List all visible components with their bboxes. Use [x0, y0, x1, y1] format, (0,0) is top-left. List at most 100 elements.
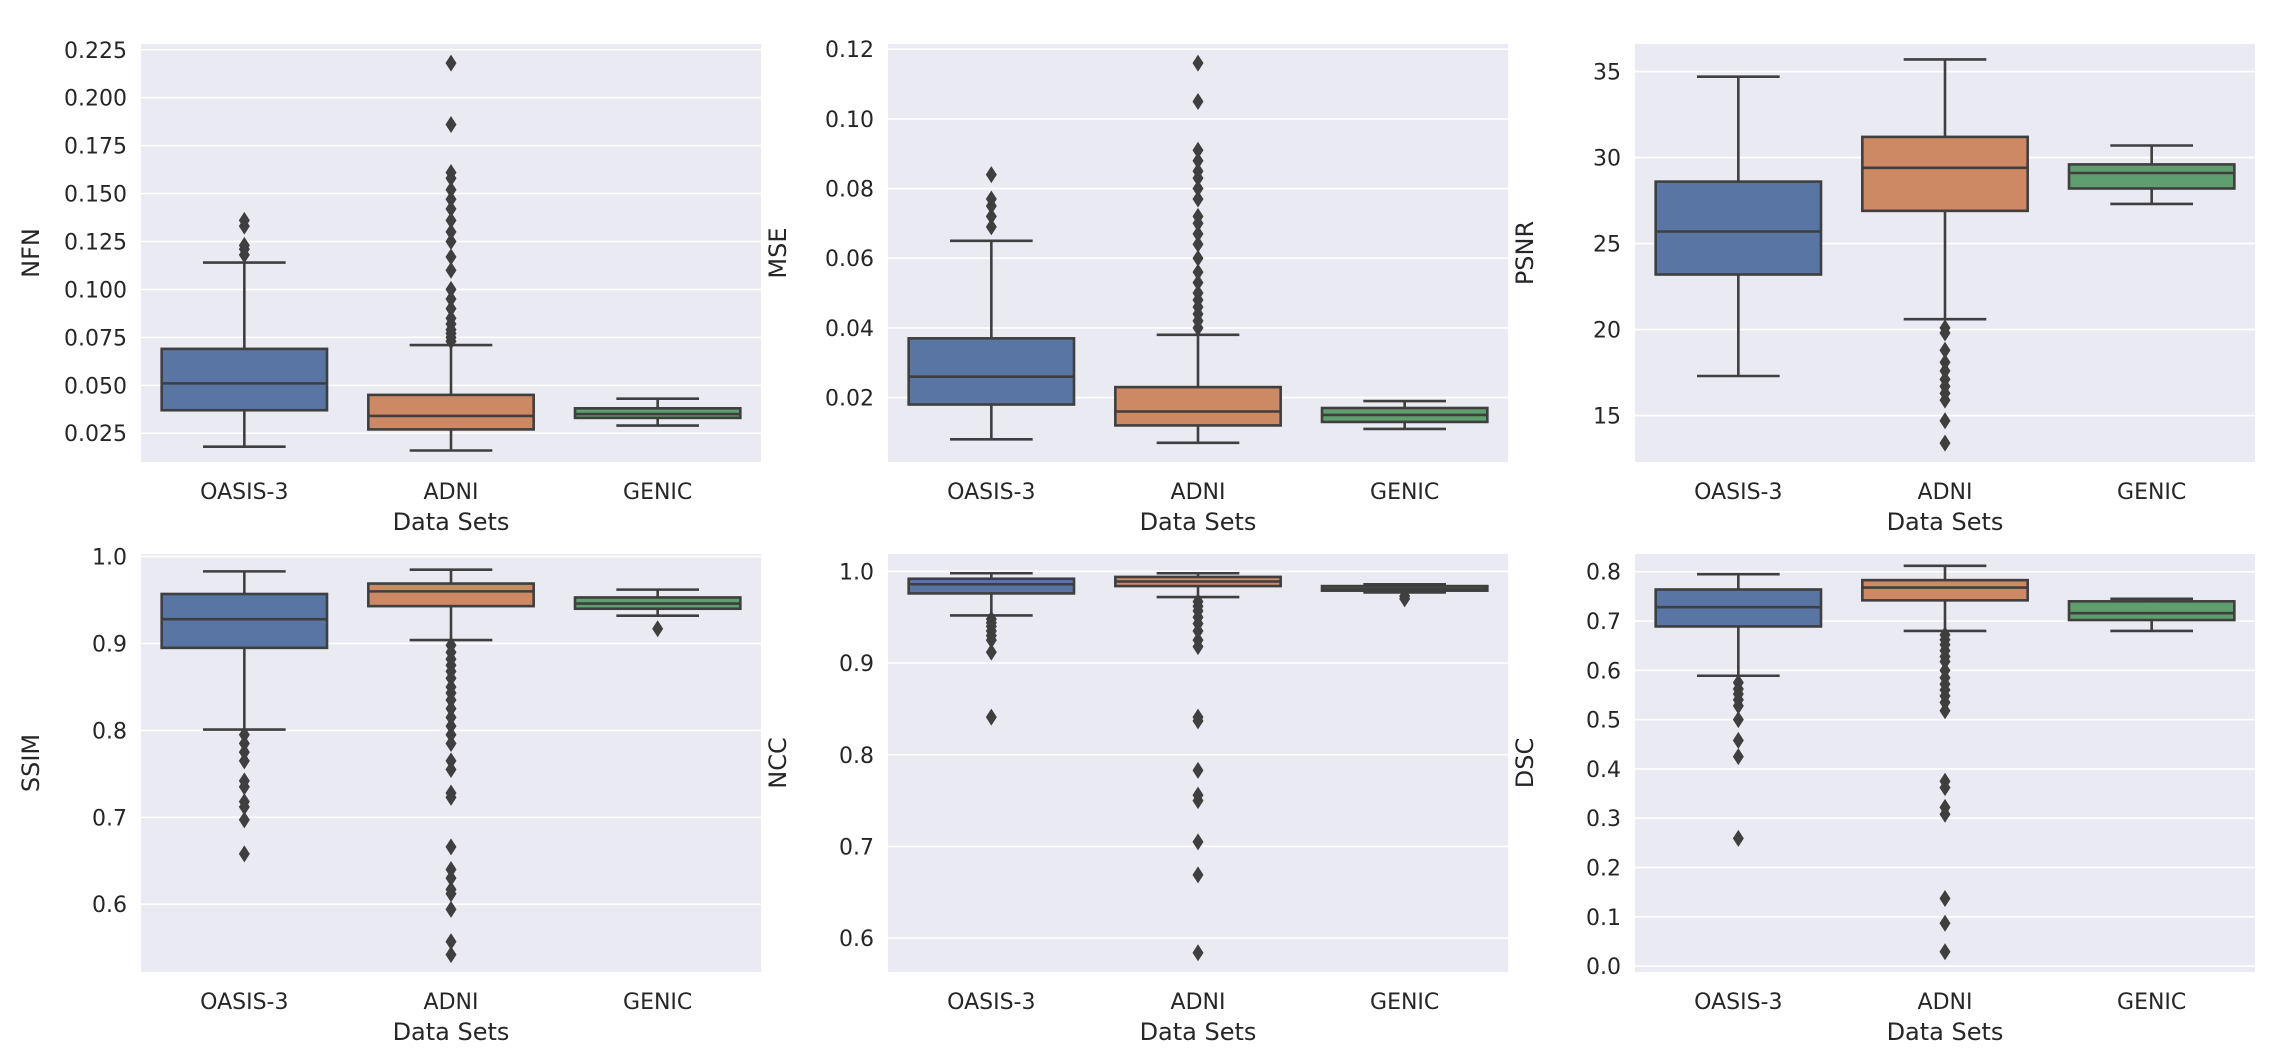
x-tick-label: ADNI: [1918, 480, 1973, 505]
y-tick-label: 0.4: [1586, 758, 1621, 783]
y-tick-label: 0.10: [825, 108, 874, 133]
x-tick-label: GENIC: [1370, 480, 1439, 505]
outlier-point: [238, 743, 250, 761]
y-tick-label: 20: [1593, 319, 1621, 344]
outlier-point: [1192, 274, 1204, 292]
outlier-point: [985, 218, 997, 236]
x-tick-label: OASIS-3: [200, 990, 288, 1015]
x-tick-labels: OASIS-3 ADNI GENIC: [200, 990, 692, 1015]
y-tick-label: 0.9: [92, 633, 127, 658]
y-tick-label: 0.8: [1586, 561, 1621, 586]
y-tick-label: 0.8: [839, 744, 874, 769]
y-tick-label: 0.7: [1586, 610, 1621, 635]
box-oasis-3: [1654, 572, 1823, 847]
y-tick-label: 0.225: [64, 39, 127, 64]
outlier-point: [1192, 944, 1204, 962]
outlier-point: [445, 261, 457, 279]
x-tick-label: GENIC: [1370, 990, 1439, 1015]
outlier-point: [1192, 180, 1204, 198]
outlier-point: [1192, 190, 1204, 208]
x-tick-label: OASIS-3: [1694, 990, 1782, 1015]
outlier-point: [445, 116, 457, 134]
iqr-box: [1114, 385, 1282, 427]
box-oasis-3: [160, 570, 329, 863]
boxes-layer: [1654, 564, 2236, 961]
y-tick-label: 1.0: [92, 546, 127, 571]
y-tick-label: 0.08: [825, 178, 874, 203]
x-tick-label: ADNI: [1171, 480, 1226, 505]
outlier-point: [238, 778, 250, 796]
y-axis-label: DSC: [1511, 738, 1539, 788]
y-axis-label: MSE: [764, 227, 792, 278]
box-adni: [1114, 571, 1282, 962]
outlier-point: [1192, 225, 1204, 243]
y-tick-label: 0.5: [1586, 709, 1621, 734]
outlier-point: [238, 845, 250, 863]
outlier-point: [445, 869, 457, 887]
outlier-point: [1939, 914, 1951, 932]
outlier-point: [1192, 792, 1204, 810]
outlier-point: [1939, 805, 1951, 823]
iqr-box: [2067, 600, 2236, 622]
outlier-point: [445, 163, 457, 181]
outlier-point: [445, 200, 457, 218]
boxes-layer: [907, 54, 1489, 445]
outlier-point: [238, 236, 250, 254]
box-oasis-3: [160, 211, 329, 448]
y-tick-label: 0.100: [64, 278, 127, 303]
outlier-point: [1732, 829, 1744, 847]
x-tick-label: ADNI: [1918, 990, 1973, 1015]
panel-mse: 0.02 0.04 0.06 0.08 0.10 0.12 OASIS-3 ADNI GENI…: [764, 38, 1508, 536]
y-tick-label: 0.8: [92, 719, 127, 744]
outlier-point: [445, 752, 457, 770]
x-tick-labels: OASIS-3 ADNI GENIC: [1694, 990, 2186, 1015]
y-tick-labels: 0.025 0.050 0.075 0.100 0.125 0.150 0.175 0.200…: [64, 39, 127, 447]
outlier-point: [1732, 748, 1744, 766]
outlier-point: [985, 708, 997, 726]
y-tick-label: 0.12: [825, 38, 874, 63]
panel-psnr: 15 20 25 30 35 OASIS-3 ADNI GENIC PSNR Data Se…: [1511, 44, 2255, 536]
x-tick-labels: OASIS-3 ADNI GENIC: [200, 480, 692, 505]
outlier-point: [985, 166, 997, 184]
outlier-point: [445, 54, 457, 72]
outlier-point: [445, 860, 457, 878]
box-adni: [367, 568, 535, 964]
outlier-point: [445, 223, 457, 241]
y-tick-label: 30: [1593, 147, 1621, 172]
outlier-point: [1732, 731, 1744, 749]
outlier-point: [445, 300, 457, 318]
outlier-point: [1399, 590, 1411, 608]
box-oasis-3: [907, 166, 1076, 441]
outlier-point: [445, 946, 457, 964]
outlier-point: [1192, 866, 1204, 884]
outlier-point: [238, 726, 250, 744]
box-adni: [1861, 564, 2029, 961]
box-oasis-3: [1654, 75, 1823, 378]
y-tick-label: 25: [1593, 233, 1621, 258]
y-tick-label: 0.6: [92, 893, 127, 918]
x-tick-label: GENIC: [2117, 990, 2186, 1015]
outlier-point: [1732, 711, 1744, 729]
y-tick-labels: 0.6 0.7 0.8 0.9 1.0: [839, 560, 874, 952]
outlier-point: [445, 309, 457, 327]
outlier-point: [445, 726, 457, 744]
y-tick-label: 0.6: [839, 927, 874, 952]
y-tick-label: 0.06: [825, 247, 874, 272]
outlier-point: [445, 211, 457, 229]
outlier-point: [1192, 638, 1204, 656]
iqr-box: [1654, 180, 1823, 276]
iqr-box: [907, 577, 1076, 595]
outlier-point: [1732, 697, 1744, 715]
outlier-point: [445, 734, 457, 752]
boxes-layer: [160, 54, 742, 452]
x-axis-label: Data Sets: [1887, 1018, 2004, 1046]
outlier-point: [445, 232, 457, 250]
panel-nfn: 0.025 0.050 0.075 0.100 0.125 0.150 0.175 0.200…: [17, 39, 761, 536]
y-tick-label: 0.7: [839, 835, 874, 860]
iqr-box: [1861, 135, 2029, 213]
x-tick-labels: OASIS-3 ADNI GENIC: [947, 480, 1439, 505]
box-genic: [573, 397, 742, 427]
panel-ssim: 0.6 0.7 0.8 0.9 1.0 OASIS-3 ADNI GENIC SSIM Da…: [17, 546, 761, 1046]
outlier-point: [445, 181, 457, 199]
y-tick-label: 0.02: [825, 387, 874, 412]
